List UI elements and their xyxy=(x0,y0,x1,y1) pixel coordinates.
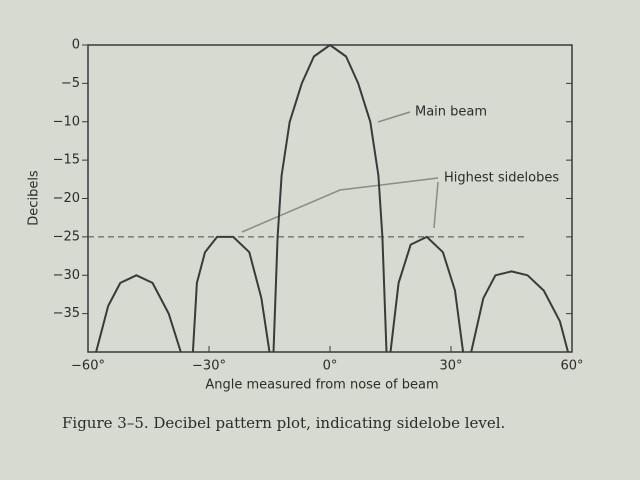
annotation: Highest sidelobes xyxy=(444,171,559,186)
x-tick-label: 30° xyxy=(439,359,462,374)
pattern-line xyxy=(95,44,569,353)
y-tick-label: −10 xyxy=(53,114,80,129)
y-tick-label: −15 xyxy=(53,153,80,168)
x-tick-label: −60° xyxy=(71,359,105,374)
caption: Figure 3–5. Decibel pattern plot, indica… xyxy=(62,414,505,432)
x-axis-label: Angle measured from nose of beam xyxy=(205,378,438,393)
y-tick-label: −25 xyxy=(53,229,80,244)
arrow xyxy=(433,181,439,229)
y-tick-label: −20 xyxy=(53,191,80,206)
arrow xyxy=(377,111,411,123)
y-tick-label: −35 xyxy=(53,306,80,321)
x-tick-label: 60° xyxy=(560,359,583,374)
y-tick-label: −30 xyxy=(53,268,80,283)
x-tick-label: 0° xyxy=(323,359,338,374)
x-tick-label: −30° xyxy=(192,359,226,374)
arrow xyxy=(241,177,439,233)
annotation: Main beam xyxy=(415,105,487,120)
arrows xyxy=(241,111,439,233)
y-tick-label: 0 xyxy=(72,38,80,53)
y-axis-label: Decibels xyxy=(27,170,42,226)
y-tick-label: −5 xyxy=(61,76,80,91)
